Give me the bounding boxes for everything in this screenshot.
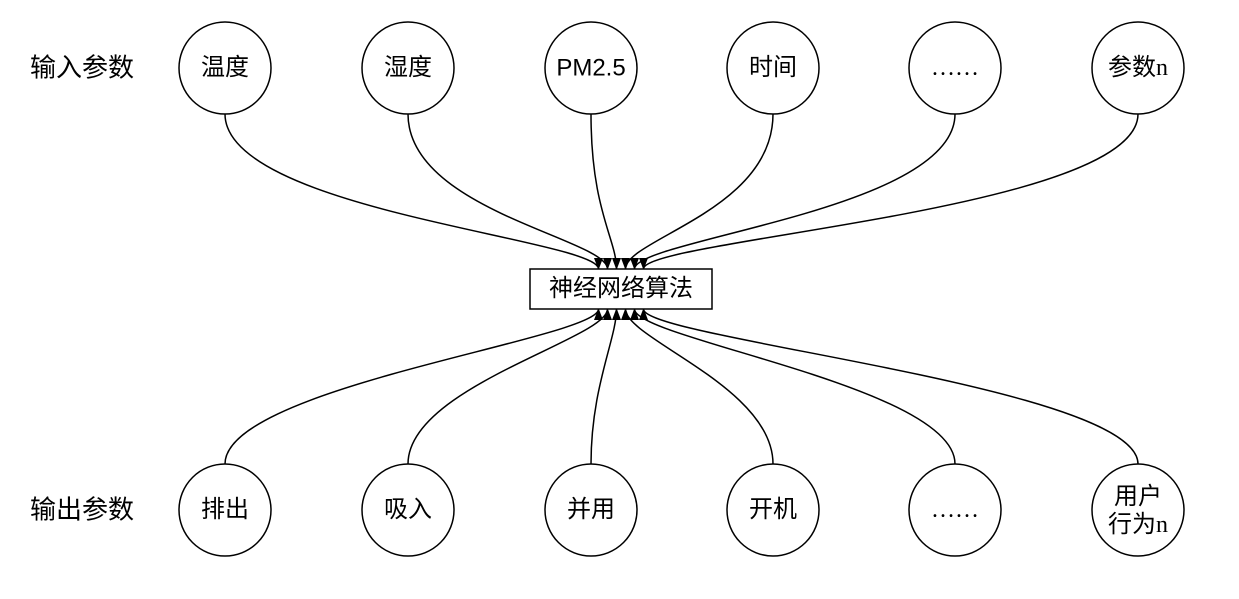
node-circle bbox=[1092, 464, 1184, 556]
edge-output-out4 bbox=[626, 309, 774, 464]
node-label: 吸入 bbox=[384, 497, 432, 523]
node-label: 温度 bbox=[201, 54, 249, 81]
diagram-root: 输入参数 输出参数 神经网络算法 温度 湿度 PM2.5 时间 …… 参数n 排出 吸入 并用… bbox=[0, 0, 1239, 599]
node-label: 时间 bbox=[749, 54, 797, 81]
edge-input-in4 bbox=[626, 114, 774, 269]
output-params-label: 输出参数 bbox=[30, 496, 134, 525]
input-nodes-group: 温度 湿度 PM2.5 时间 …… 参数n bbox=[179, 22, 1184, 114]
edge-output-out6 bbox=[644, 309, 1139, 464]
edge-input-in5 bbox=[635, 114, 956, 269]
input-node-in1: 温度 bbox=[179, 22, 271, 114]
output-node-out3: 并用 bbox=[545, 464, 637, 556]
node-label: 开机 bbox=[749, 496, 797, 523]
output-node-out2: 吸入 bbox=[362, 464, 454, 556]
node-label: 排出 bbox=[201, 496, 249, 523]
input-node-in4: 时间 bbox=[727, 22, 819, 114]
edge-input-in2 bbox=[408, 114, 608, 269]
edge-output-out1 bbox=[225, 309, 599, 464]
output-nodes-group: 排出 吸入 并用 开机 …… 用户行为n bbox=[179, 464, 1184, 556]
center-algorithm-label: 神经网络算法 bbox=[549, 275, 693, 302]
node-label: 并用 bbox=[567, 496, 615, 523]
input-node-in5: …… bbox=[909, 22, 1001, 114]
input-node-in2: 湿度 bbox=[362, 22, 454, 114]
input-node-in6: 参数n bbox=[1092, 22, 1184, 114]
output-node-out6: 用户行为n bbox=[1092, 464, 1184, 556]
input-params-label: 输入参数 bbox=[30, 54, 134, 83]
input-node-in3: PM2.5 bbox=[545, 22, 637, 114]
output-node-out4: 开机 bbox=[727, 464, 819, 556]
node-label: …… bbox=[931, 55, 979, 81]
edge-output-out2 bbox=[408, 309, 608, 464]
edge-output-out5 bbox=[635, 309, 956, 464]
edge-output-out3 bbox=[591, 309, 617, 464]
output-node-out5: …… bbox=[909, 464, 1001, 556]
edge-input-in6 bbox=[644, 114, 1139, 269]
node-label: 湿度 bbox=[384, 54, 432, 81]
node-label-line1: 用户 bbox=[1114, 483, 1162, 510]
edge-input-in3 bbox=[591, 114, 617, 269]
node-label: 参数n bbox=[1108, 54, 1168, 81]
node-label: PM2.5 bbox=[556, 55, 625, 82]
node-label: …… bbox=[931, 497, 979, 523]
output-node-out1: 排出 bbox=[179, 464, 271, 556]
node-label-line2: 行为n bbox=[1108, 511, 1168, 538]
